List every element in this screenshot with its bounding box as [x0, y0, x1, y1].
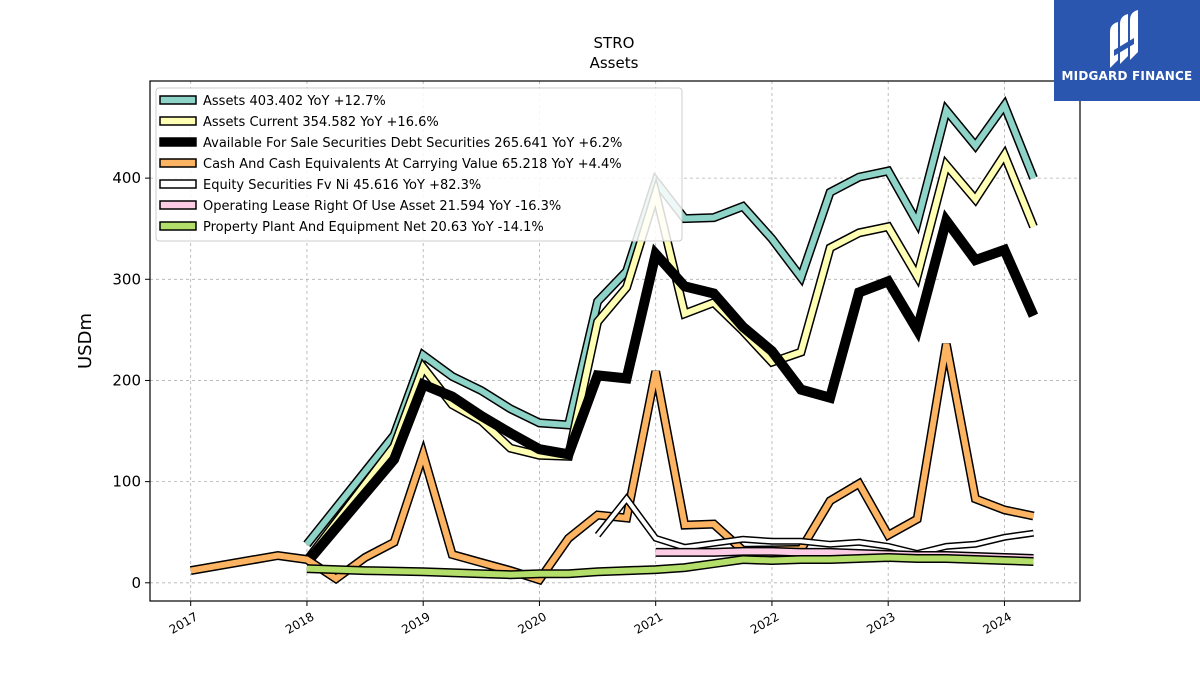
y-tick-label: 300 — [112, 270, 141, 288]
y-tick-label: 400 — [112, 169, 141, 187]
y-tick-label: 200 — [112, 371, 141, 389]
legend-entry: Property Plant And Equipment Net 20.63 Y… — [203, 220, 544, 235]
x-tick-label: 2022 — [748, 609, 781, 636]
brand-logo: MIDGARD FINANCE — [1054, 0, 1200, 101]
x-tick-label: 2019 — [399, 609, 432, 636]
y-tick-label: 100 — [112, 473, 141, 491]
legend-entry: Equity Securities Fv Ni 45.616 YoY +82.3… — [203, 178, 481, 193]
legend-swatch — [159, 221, 197, 231]
legend-swatch — [159, 137, 197, 147]
series-layer — [189, 96, 1039, 586]
series-line — [306, 554, 1034, 578]
brand-name: MIDGARD FINANCE — [1061, 69, 1193, 83]
series-line — [304, 212, 1037, 565]
legend-swatch — [159, 116, 197, 126]
legend-entry: Cash And Cash Equivalents At Carrying Va… — [203, 157, 622, 172]
legend-swatch — [159, 158, 197, 168]
chart-title: STRO — [594, 34, 635, 52]
series-line — [190, 343, 1035, 584]
x-tick-label: 2018 — [283, 609, 316, 636]
chart-subtitle: Assets — [590, 54, 639, 72]
series-line — [304, 99, 1037, 547]
y-tick-label: 0 — [131, 574, 141, 592]
x-tick-label: 2023 — [864, 609, 897, 636]
x-tick-label: 2017 — [167, 609, 200, 636]
legend-entry: Assets 403.402 YoY +12.7% — [203, 94, 386, 109]
legend-swatch — [159, 200, 197, 210]
legend: Assets 403.402 YoY +12.7% Assets Current … — [155, 87, 683, 242]
legend-box — [155, 87, 683, 242]
legend-swatch — [159, 95, 197, 105]
x-tick-label: 2021 — [632, 609, 665, 636]
x-tick-label: 2024 — [980, 609, 1013, 636]
y-axis-label: USDm — [75, 313, 96, 369]
legend-entry: Available For Sale Securities Debt Secur… — [203, 136, 622, 151]
brand-logo-icon — [1110, 10, 1138, 68]
legend-entry: Assets Current 354.582 YoY +16.6% — [203, 115, 439, 130]
plot-frame — [149, 80, 1081, 602]
series-line — [596, 495, 1034, 556]
legend-swatch — [159, 179, 197, 189]
legend-entry: Operating Lease Right Of Use Asset 21.59… — [203, 199, 561, 214]
x-tick-label: 2020 — [515, 609, 548, 636]
